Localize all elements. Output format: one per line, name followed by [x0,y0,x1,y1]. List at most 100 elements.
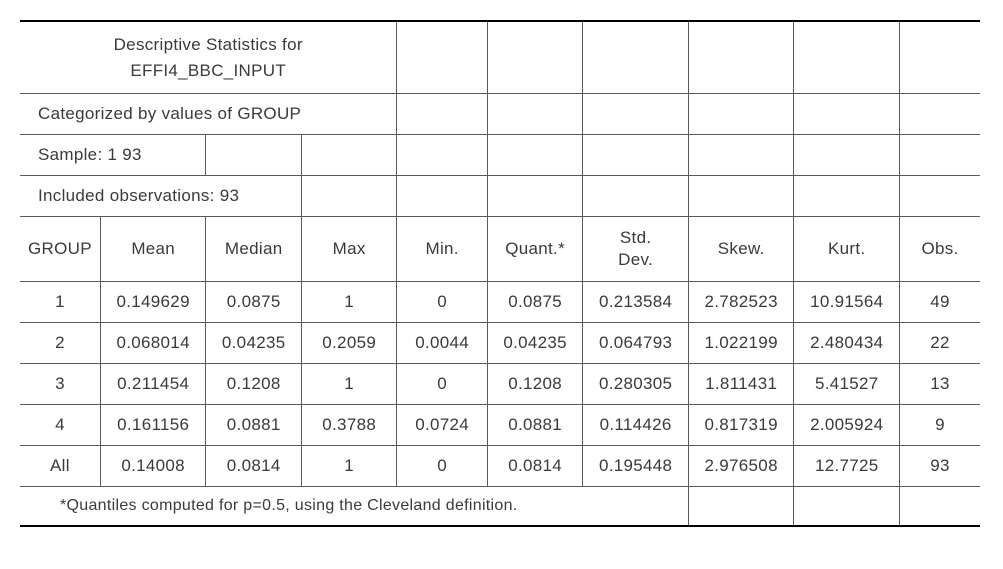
empty-cell [397,21,487,94]
cell-max: 1 [301,446,396,487]
cell-kurt: 5.41527 [794,364,900,405]
cell-kurt: 2.480434 [794,323,900,364]
sample-label: Sample: 1 93 [20,135,206,176]
empty-cell [794,135,900,176]
empty-cell [794,487,900,527]
cell-skew: 2.976508 [688,446,794,487]
cell-quant: 0.0875 [487,282,582,323]
cell-min: 0.0724 [397,405,487,446]
empty-cell [397,94,487,135]
cell-min: 0 [397,446,487,487]
empty-cell [583,135,689,176]
cell-mean: 0.14008 [100,446,206,487]
cell-median: 0.0881 [206,405,301,446]
empty-cell [487,176,582,217]
cell-std: 0.114426 [583,405,689,446]
cell-skew: 0.817319 [688,405,794,446]
col-header-group: GROUP [20,217,100,282]
table-title: Descriptive Statistics for EFFI4_BBC_INP… [20,21,397,94]
cell-skew: 1.811431 [688,364,794,405]
table-row: 2 0.068014 0.04235 0.2059 0.0044 0.04235… [20,323,980,364]
cell-skew: 1.022199 [688,323,794,364]
empty-cell [487,94,582,135]
empty-cell [794,94,900,135]
cell-std: 0.195448 [583,446,689,487]
cell-obs: 49 [900,282,981,323]
cell-quant: 0.04235 [487,323,582,364]
cell-min: 0 [397,364,487,405]
cell-kurt: 10.91564 [794,282,900,323]
empty-cell [688,487,794,527]
col-header-std: Std.Dev. [583,217,689,282]
stats-table: Descriptive Statistics for EFFI4_BBC_INP… [20,20,980,527]
cell-max: 0.3788 [301,405,396,446]
col-header-obs: Obs. [900,217,981,282]
cell-kurt: 12.7725 [794,446,900,487]
col-header-median: Median [206,217,301,282]
cell-std: 0.213584 [583,282,689,323]
col-header-skew: Skew. [688,217,794,282]
empty-cell [583,94,689,135]
empty-cell [900,94,981,135]
cell-median: 0.0875 [206,282,301,323]
cell-mean: 0.149629 [100,282,206,323]
cell-min: 0.0044 [397,323,487,364]
col-header-mean: Mean [100,217,206,282]
cell-quant: 0.0814 [487,446,582,487]
cell-mean: 0.068014 [100,323,206,364]
cell-quant: 0.0881 [487,405,582,446]
empty-cell [301,176,396,217]
empty-cell [487,135,582,176]
included-label: Included observations: 93 [20,176,301,217]
cell-median: 0.0814 [206,446,301,487]
empty-cell [688,21,794,94]
table-row: All 0.14008 0.0814 1 0 0.0814 0.195448 2… [20,446,980,487]
cell-mean: 0.161156 [100,405,206,446]
col-header-kurt: Kurt. [794,217,900,282]
cell-skew: 2.782523 [688,282,794,323]
footnote: *Quantiles computed for p=0.5, using the… [20,487,688,527]
cell-mean: 0.211454 [100,364,206,405]
title-line1: Descriptive Statistics for [114,35,303,54]
empty-cell [487,21,582,94]
cell-max: 1 [301,364,396,405]
table-row: 1 0.149629 0.0875 1 0 0.0875 0.213584 2.… [20,282,980,323]
cell-obs: 13 [900,364,981,405]
categorized-label: Categorized by values of GROUP [20,94,397,135]
empty-cell [397,176,487,217]
table-row: 4 0.161156 0.0881 0.3788 0.0724 0.0881 0… [20,405,980,446]
cell-quant: 0.1208 [487,364,582,405]
cell-max: 1 [301,282,396,323]
empty-cell [583,21,689,94]
empty-cell [206,135,301,176]
stats-table-container: Descriptive Statistics for EFFI4_BBC_INP… [20,20,980,527]
empty-cell [688,94,794,135]
cell-obs: 9 [900,405,981,446]
empty-cell [900,21,981,94]
empty-cell [794,21,900,94]
col-header-max: Max [301,217,396,282]
cell-obs: 22 [900,323,981,364]
cell-group: 2 [20,323,100,364]
empty-cell [583,176,689,217]
empty-cell [794,176,900,217]
title-line2: EFFI4_BBC_INPUT [130,61,286,80]
empty-cell [688,135,794,176]
cell-median: 0.1208 [206,364,301,405]
empty-cell [688,176,794,217]
cell-median: 0.04235 [206,323,301,364]
cell-group: 4 [20,405,100,446]
cell-obs: 93 [900,446,981,487]
cell-std: 0.280305 [583,364,689,405]
empty-cell [900,135,981,176]
cell-max: 0.2059 [301,323,396,364]
empty-cell [900,176,981,217]
col-header-min: Min. [397,217,487,282]
cell-kurt: 2.005924 [794,405,900,446]
cell-group: 1 [20,282,100,323]
col-header-quant: Quant.* [487,217,582,282]
cell-group: 3 [20,364,100,405]
cell-group: All [20,446,100,487]
empty-cell [397,135,487,176]
table-row: 3 0.211454 0.1208 1 0 0.1208 0.280305 1.… [20,364,980,405]
